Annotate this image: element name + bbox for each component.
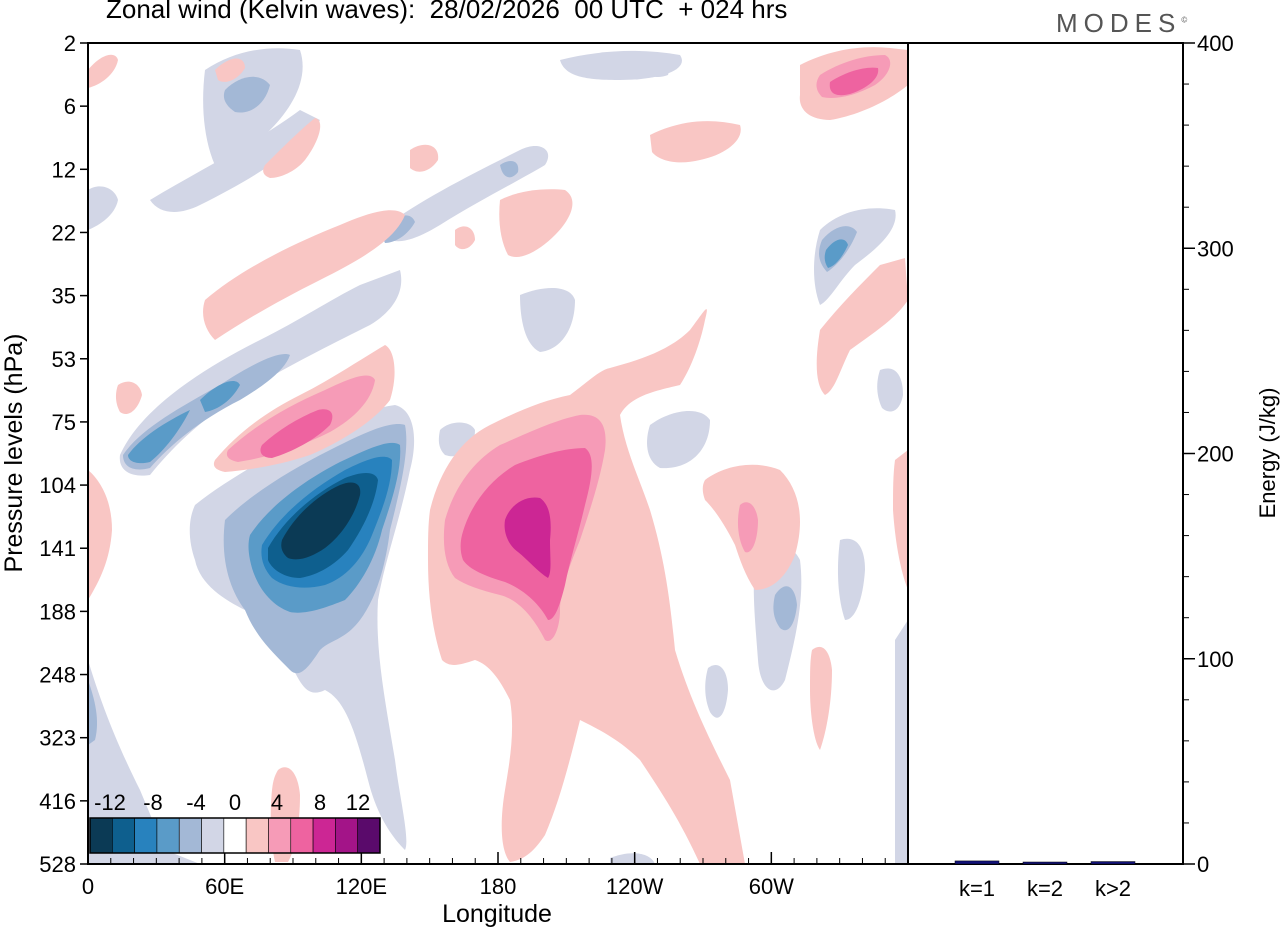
x-tick-label: 60W <box>749 874 794 899</box>
modes-logo: MODES© <box>1056 8 1188 38</box>
y-tick-label: 53 <box>52 347 76 372</box>
x-tick-label: 120W <box>606 874 664 899</box>
colorbar-swatch <box>335 817 358 854</box>
y-tick-label: 323 <box>39 726 76 751</box>
colorbar-swatch <box>290 817 314 854</box>
x-tick-label: 120E <box>336 874 387 899</box>
energy-bar-label: k=1 <box>959 876 995 901</box>
colorbar-swatch <box>156 817 180 854</box>
y-tick-label: 104 <box>39 473 76 498</box>
x-tick-label: 180 <box>480 874 517 899</box>
energy-bar-label: k=2 <box>1027 876 1063 901</box>
energy-tick-label: 400 <box>1197 31 1234 56</box>
y-tick-label: 2 <box>64 31 76 56</box>
x-axis-ticks: 0 60E 120E 180 120W 60W <box>82 852 909 899</box>
energy-panel-frame <box>907 42 1184 865</box>
energy-tick-label: 300 <box>1197 236 1234 261</box>
colorbar-label: 4 <box>271 790 283 815</box>
colorbar-swatch <box>245 817 269 854</box>
energy-bar <box>1090 861 1136 865</box>
y-tick-label: 528 <box>39 852 76 877</box>
energy-tick-label: 0 <box>1197 852 1209 877</box>
colorbar-swatch <box>223 817 247 854</box>
energy-bar <box>954 860 1000 865</box>
y-tick-label: 75 <box>52 410 76 435</box>
colorbar-swatch <box>268 817 292 854</box>
colorbar-label: 0 <box>229 790 241 815</box>
y-tick-label: 416 <box>39 789 76 814</box>
y-tick-label: 22 <box>52 220 76 245</box>
x-tick-label: 60E <box>205 874 244 899</box>
x-axis-title: Longitude <box>442 900 552 928</box>
energy-bar-label: k>2 <box>1095 876 1131 901</box>
colorbar-swatch <box>89 817 113 854</box>
energy-tick-label: 100 <box>1197 647 1234 672</box>
colorbar-swatch <box>178 817 202 854</box>
energy-tick-label: 200 <box>1197 442 1234 467</box>
colorbar-label: -8 <box>143 790 163 815</box>
y-axis-title: Pressure levels (hPa) <box>0 334 28 573</box>
y-tick-label: 12 <box>52 157 76 182</box>
energy-bars: k=1 k=2 k>2 <box>954 860 1136 901</box>
chart-title: Zonal wind (Kelvin waves): 28/02/2026 00… <box>106 0 788 24</box>
colorbar-label: 12 <box>346 790 370 815</box>
x-tick-label: 0 <box>82 874 94 899</box>
colorbar: -12 -8 -4 0 4 8 12 <box>89 790 381 854</box>
colorbar-swatch <box>312 817 336 854</box>
colorbar-label: 8 <box>314 790 326 815</box>
y-tick-label: 6 <box>64 94 76 119</box>
colorbar-swatch <box>357 817 381 854</box>
energy-bar <box>1022 861 1068 865</box>
colorbar-label: -4 <box>186 790 206 815</box>
colorbar-swatch <box>112 817 135 854</box>
colorbar-swatch <box>134 817 158 854</box>
y-tick-label: 248 <box>39 663 76 688</box>
y-tick-label: 141 <box>39 536 76 561</box>
energy-axis-ticks: 0 100 200 300 400 <box>1183 31 1234 877</box>
wind-contour-field <box>88 47 908 864</box>
y-tick-label: 188 <box>39 599 76 624</box>
colorbar-swatch <box>201 817 225 854</box>
y-axis-ticks: 2 6 12 22 35 53 75 104 141 188 248 323 416 528 <box>39 31 88 877</box>
energy-axis-title: Energy (J/kg) <box>1255 388 1280 519</box>
y-tick-label: 35 <box>52 284 76 309</box>
colorbar-label: -12 <box>94 790 126 815</box>
